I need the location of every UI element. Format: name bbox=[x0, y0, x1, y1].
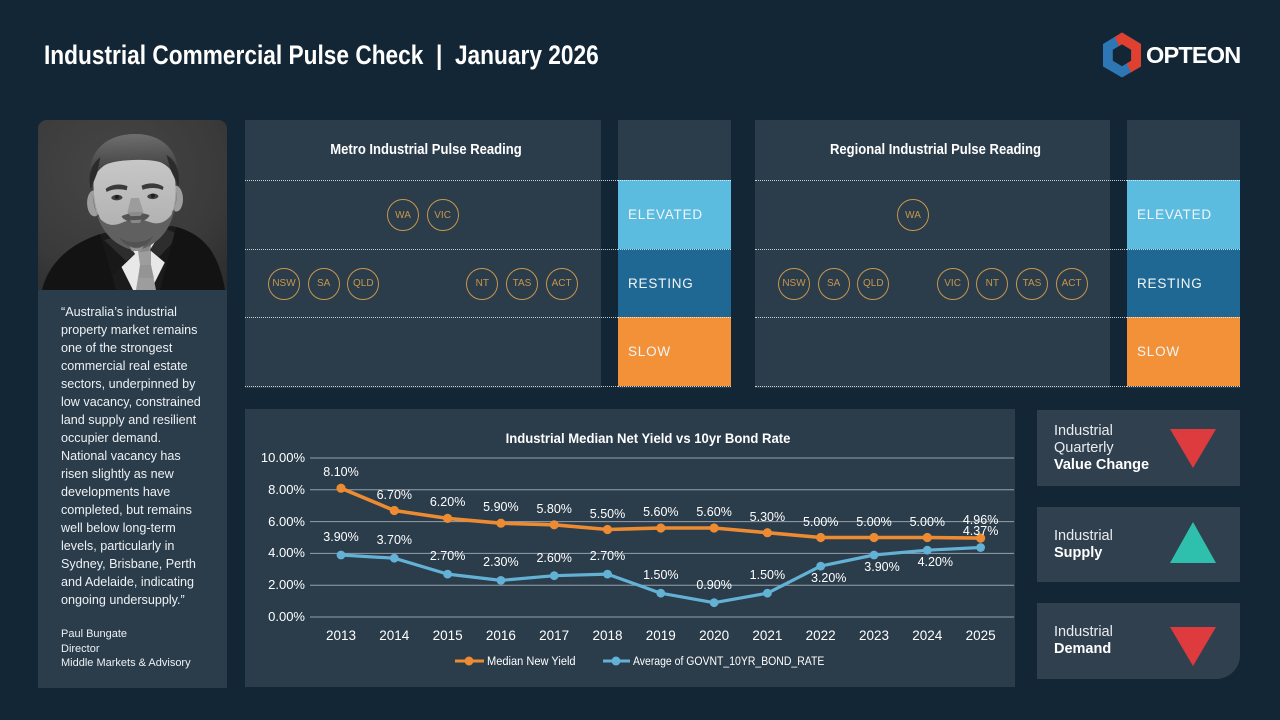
svg-text:OPTEON: OPTEON bbox=[1146, 42, 1240, 68]
